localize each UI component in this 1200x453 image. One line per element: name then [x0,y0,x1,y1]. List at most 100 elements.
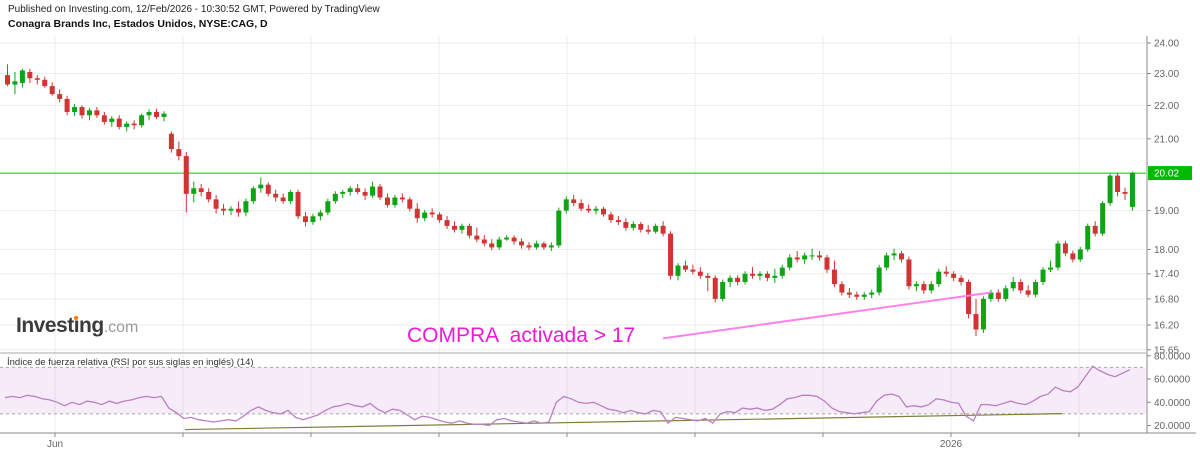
watermark-text: Investing [16,314,104,337]
candle-body [980,298,986,330]
candle-body [697,271,703,276]
candle-body [489,243,495,248]
candle-body [1070,253,1076,260]
candle-body [496,239,502,248]
candle-body [116,118,122,127]
candle-body [481,239,487,244]
candle-body [139,115,145,126]
price-tick-label: 19.00 [1154,206,1179,217]
candle-body [191,188,197,194]
candle-body [884,255,890,268]
candle-body [690,269,696,272]
price-tick-label: 16.20 [1154,321,1179,332]
candle-body [198,188,204,192]
candle-body [176,149,182,157]
candle-body [1122,191,1128,194]
rsi-band [0,367,1146,414]
candle-body [377,186,383,198]
candle-body [772,275,778,278]
candle-body [578,203,584,209]
rsi-axis[interactable]: 80.0000 60.0000 40.0000 20.0000 [1147,351,1191,432]
candle-body [675,265,681,276]
candle-body [94,110,100,116]
candle-body [5,75,10,85]
candle-body [422,212,428,219]
candle-body [839,284,845,293]
candle-body [146,111,152,116]
price-tick-label: 22.00 [1154,101,1179,112]
rsi-tick-label: 80.0000 [1154,351,1191,362]
candle-body [370,186,376,196]
candle-body [1115,175,1121,192]
candle-body [392,197,398,205]
price-axis[interactable]: 24.00 23.00 22.00 21.00 19.00 18.00 17.40 16.80… [1147,39,1179,357]
candle-body [437,214,443,221]
candle-body [72,107,78,112]
candle-body [645,229,651,232]
candle-body [1010,282,1016,289]
candle-body [1033,282,1039,295]
candle-body [705,275,711,278]
candle-body [79,107,85,116]
candle-body [124,123,130,127]
candle-body [504,237,510,240]
candle-body [794,257,800,260]
candle-body [399,197,405,200]
candle-body [221,208,227,211]
candlesticks [5,64,1135,337]
candle-body [1100,203,1106,234]
candle-body [1018,282,1024,291]
candle-body [444,220,450,226]
last-price-badge [1148,166,1192,181]
price-tick-label: 17.40 [1154,269,1179,280]
candle-body [347,188,353,192]
candle-body [533,243,539,248]
candle-body [34,78,40,80]
candle-body [362,191,368,196]
candle-body [1077,249,1083,260]
candle-body [27,71,33,79]
published-info: Published on Investing.com, 12/Feb/2026 … [8,4,380,15]
price-tick-label: 21.00 [1154,134,1179,145]
candle-body [168,133,174,150]
candle-body [317,212,323,217]
candle-body [973,314,979,330]
candle-body [161,113,167,117]
time-axis[interactable]: Jun 2026 [47,433,1080,450]
price-gridlines [0,42,1146,351]
candle-body [243,201,249,213]
rsi-indicator-label: Índice de fuerza relativa (RSI por sus s… [7,357,254,368]
price-tick-label: 18.00 [1154,245,1179,256]
candle-body [235,208,241,213]
candle-body [928,284,934,291]
candle-body [720,282,726,299]
candle-body [727,277,733,283]
candle-body [265,184,271,194]
candle-body [638,223,644,230]
candle-body [921,284,927,291]
candle-body [325,201,331,213]
candle-body [951,273,957,278]
investing-watermark: Investing.com [16,314,138,338]
candle-body [295,191,301,217]
price-tick-label: 24.00 [1154,39,1179,50]
last-price-label: 20.02 [1148,166,1192,181]
candle-body [802,255,808,260]
candle-body [563,199,569,211]
candle-body [824,257,830,270]
price-trendline[interactable] [662,291,992,340]
symbol-title: Conagra Brands Inc, Estados Unidos, NYSE… [8,18,268,30]
compra-annotation[interactable]: COMPRA activada > 17 [407,324,636,347]
candle-body [966,282,972,315]
candle-body [280,197,286,202]
rsi-trendline[interactable] [184,413,1063,431]
candle-body [869,292,875,295]
price-tick-label: 23.00 [1154,69,1179,80]
candle-body [653,225,659,232]
candle-body [571,199,577,204]
candle-body [943,271,949,274]
candle-body [19,70,25,83]
